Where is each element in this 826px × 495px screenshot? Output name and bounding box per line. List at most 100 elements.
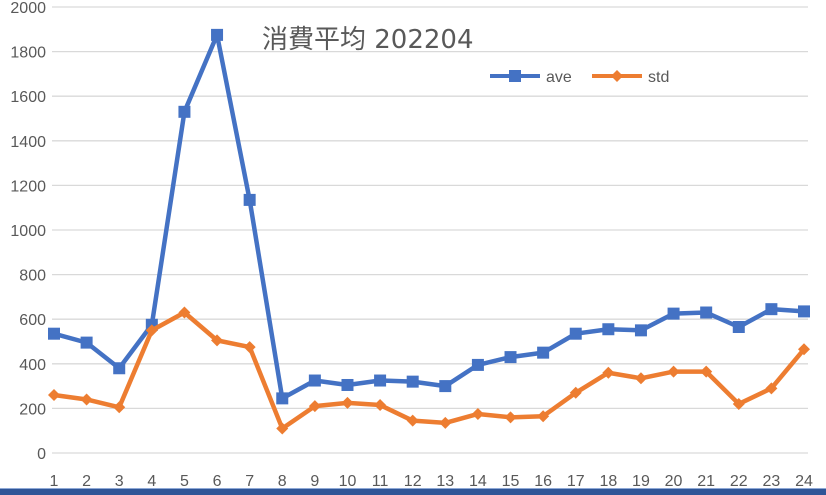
diamond-marker-icon[interactable] bbox=[439, 416, 452, 429]
diamond-marker-icon[interactable] bbox=[765, 382, 778, 395]
x-tick-label: 20 bbox=[665, 473, 683, 490]
y-tick-label: 1400 bbox=[10, 134, 46, 151]
diamond-marker-icon[interactable] bbox=[341, 396, 354, 409]
diamond-marker-icon[interactable] bbox=[634, 372, 647, 385]
square-marker-icon[interactable] bbox=[308, 374, 321, 387]
y-tick-label: 800 bbox=[19, 268, 46, 285]
x-tick-label: 7 bbox=[245, 473, 254, 490]
square-marker-icon[interactable] bbox=[113, 362, 126, 375]
diamond-marker-icon[interactable] bbox=[243, 341, 256, 354]
diamond-marker-icon[interactable] bbox=[537, 410, 550, 423]
diamond-marker-icon[interactable] bbox=[700, 365, 713, 378]
x-tick-label: 5 bbox=[180, 473, 189, 490]
diamond-marker-icon[interactable] bbox=[145, 324, 158, 337]
x-tick-label: 6 bbox=[213, 473, 222, 490]
window-bottom-border bbox=[0, 488, 826, 495]
x-tick-label: 2 bbox=[82, 473, 91, 490]
square-marker-icon[interactable] bbox=[602, 323, 615, 336]
x-tick-label: 9 bbox=[310, 473, 319, 490]
legend-std-diamond-marker-icon bbox=[611, 70, 623, 82]
diamond-marker-icon[interactable] bbox=[471, 407, 484, 420]
x-tick-label: 13 bbox=[436, 473, 454, 490]
legend-ave-label: ave bbox=[546, 69, 572, 86]
series-std bbox=[48, 306, 810, 435]
diamond-marker-icon[interactable] bbox=[48, 389, 60, 402]
square-marker-icon[interactable] bbox=[48, 327, 60, 340]
diamond-marker-icon[interactable] bbox=[113, 401, 126, 414]
legend-item-ave[interactable]: ave bbox=[490, 69, 572, 86]
square-marker-icon[interactable] bbox=[634, 324, 647, 337]
series-line-std bbox=[53, 310, 806, 431]
diamond-marker-icon[interactable] bbox=[602, 366, 615, 379]
diamond-marker-icon[interactable] bbox=[798, 343, 810, 356]
legend-ave-square-marker-icon bbox=[509, 70, 521, 82]
x-tick-label: 1 bbox=[50, 473, 59, 490]
diamond-marker-icon[interactable] bbox=[178, 306, 191, 319]
x-tick-label: 3 bbox=[115, 473, 124, 490]
diamond-marker-icon[interactable] bbox=[374, 399, 387, 412]
series-layer bbox=[48, 28, 810, 435]
y-tick-label: 1600 bbox=[10, 89, 46, 106]
x-tick-label: 22 bbox=[730, 473, 748, 490]
y-tick-label: 2000 bbox=[10, 0, 46, 17]
x-tick-label: 18 bbox=[599, 473, 617, 490]
x-tick-label: 23 bbox=[762, 473, 780, 490]
square-marker-icon[interactable] bbox=[537, 346, 550, 359]
diamond-marker-icon[interactable] bbox=[211, 334, 224, 347]
y-tick-label: 400 bbox=[19, 357, 46, 374]
square-marker-icon[interactable] bbox=[211, 28, 224, 41]
x-tick-label: 10 bbox=[339, 473, 357, 490]
square-marker-icon[interactable] bbox=[406, 375, 419, 388]
x-tick-label: 16 bbox=[534, 473, 552, 490]
gridlines bbox=[52, 6, 808, 454]
square-marker-icon[interactable] bbox=[798, 305, 810, 318]
diamond-marker-icon[interactable] bbox=[308, 400, 321, 413]
square-marker-icon[interactable] bbox=[732, 321, 745, 334]
square-marker-icon[interactable] bbox=[178, 105, 191, 118]
y-tick-label: 1800 bbox=[10, 45, 46, 62]
y-tick-label: 1000 bbox=[10, 223, 46, 240]
legend-item-std[interactable]: std bbox=[592, 69, 669, 86]
chart-title: 消費平均 202204 bbox=[262, 25, 474, 55]
square-marker-icon[interactable] bbox=[765, 303, 778, 316]
diamond-marker-icon[interactable] bbox=[732, 397, 745, 410]
y-tick-label: 0 bbox=[37, 446, 46, 463]
square-marker-icon[interactable] bbox=[243, 193, 256, 206]
square-marker-icon[interactable] bbox=[504, 351, 517, 364]
series-ave bbox=[48, 28, 810, 405]
y-tick-label: 200 bbox=[19, 401, 46, 418]
legend: ave std bbox=[490, 69, 669, 86]
x-tick-label: 17 bbox=[567, 473, 585, 490]
square-marker-icon[interactable] bbox=[80, 336, 93, 349]
x-tick-label: 12 bbox=[404, 473, 422, 490]
x-axis-ticks: 1 2 3 4 5 6 7 8 9 10 11 12 13 14 15 16 17 18 19 20 21 22 23 24 bbox=[50, 473, 813, 490]
square-marker-icon[interactable] bbox=[667, 307, 680, 320]
square-marker-icon[interactable] bbox=[439, 380, 452, 393]
square-marker-icon[interactable] bbox=[341, 378, 354, 391]
legend-std-label: std bbox=[648, 69, 669, 86]
x-tick-label: 4 bbox=[147, 473, 156, 490]
x-tick-label: 8 bbox=[278, 473, 287, 490]
diamond-marker-icon[interactable] bbox=[667, 365, 680, 378]
square-marker-icon[interactable] bbox=[700, 306, 713, 319]
diamond-marker-icon[interactable] bbox=[80, 393, 93, 406]
diamond-marker-icon[interactable] bbox=[504, 411, 517, 424]
diamond-marker-icon[interactable] bbox=[406, 414, 419, 427]
series-line-ave bbox=[53, 32, 805, 401]
x-tick-label: 21 bbox=[697, 473, 715, 490]
y-tick-label: 600 bbox=[19, 312, 46, 329]
diamond-marker-icon[interactable] bbox=[569, 386, 582, 399]
x-tick-label: 11 bbox=[372, 473, 389, 490]
square-marker-icon[interactable] bbox=[374, 374, 387, 387]
y-axis-ticks: 0 200 400 600 800 1000 1200 1400 1600 1800 2000 bbox=[10, 0, 46, 463]
square-marker-icon[interactable] bbox=[471, 358, 484, 371]
x-tick-label: 24 bbox=[795, 473, 813, 490]
square-marker-icon[interactable] bbox=[276, 392, 289, 405]
x-tick-label: 15 bbox=[502, 473, 520, 490]
y-tick-label: 1200 bbox=[10, 178, 46, 195]
x-tick-label: 14 bbox=[469, 473, 487, 490]
x-tick-label: 19 bbox=[632, 473, 650, 490]
square-marker-icon[interactable] bbox=[569, 327, 582, 340]
diamond-marker-icon[interactable] bbox=[276, 422, 289, 435]
